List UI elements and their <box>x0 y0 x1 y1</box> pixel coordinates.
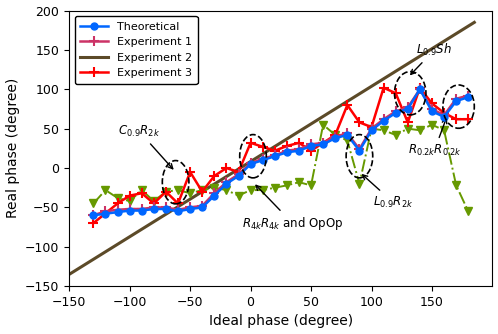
Text: $R_{4k}R_{4k}$ and OpOp: $R_{4k}R_{4k}$ and OpOp <box>242 185 344 232</box>
Legend: Theoretical, Experiment 1, Experiment 2, Experiment 3: Theoretical, Experiment 1, Experiment 2,… <box>75 16 198 84</box>
Text: $L_{0.9}R_{2k}$: $L_{0.9}R_{2k}$ <box>363 175 413 210</box>
Y-axis label: Real phase (degree): Real phase (degree) <box>5 78 19 218</box>
Text: $R_{0.2k}R_{0.2k}$: $R_{0.2k}R_{0.2k}$ <box>407 119 461 158</box>
Text: $L_{0.9}Sh$: $L_{0.9}Sh$ <box>411 42 453 74</box>
X-axis label: Ideal phase (degree): Ideal phase (degree) <box>209 314 353 328</box>
Text: $C_{0.9}R_{2k}$: $C_{0.9}R_{2k}$ <box>119 124 173 169</box>
